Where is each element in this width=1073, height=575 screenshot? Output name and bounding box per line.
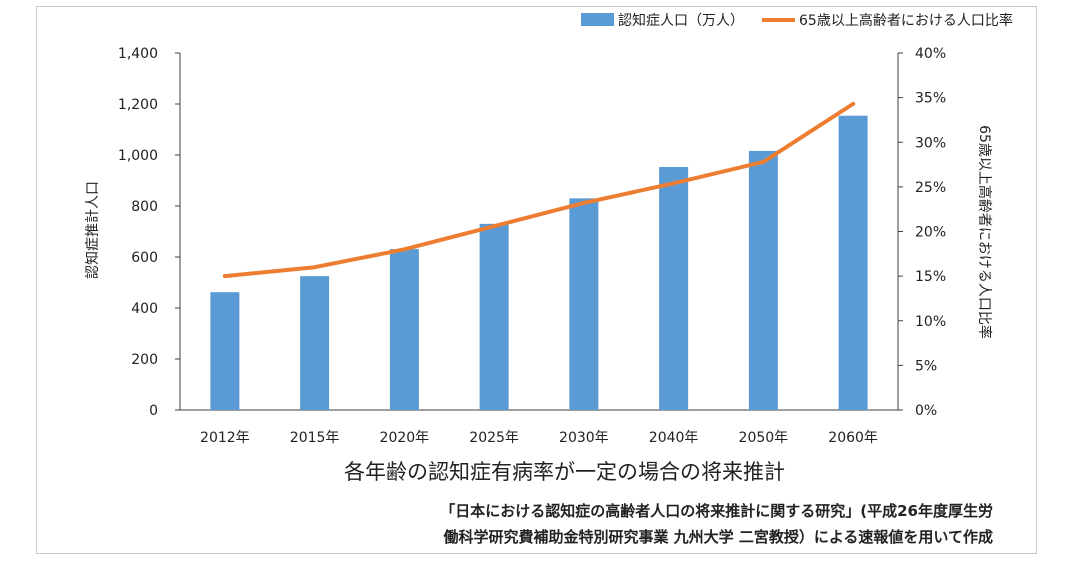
source-note-line-1: 「日本における認知症の高齢者人口の将来推計に関する研究」(平成26年度厚生労 — [440, 502, 993, 520]
bar-series — [210, 115, 868, 411]
x-tick-label: 2025年 — [469, 430, 519, 446]
line-point — [671, 181, 676, 186]
line-point — [222, 274, 227, 279]
right-tick-label: 15% — [915, 269, 946, 285]
legend-bar-swatch — [581, 13, 614, 26]
left-tick-label: 1,400 — [118, 46, 158, 62]
x-tick-label: 2020年 — [380, 430, 430, 446]
legend: 認知症人口（万人） 65歳以上高齢者における人口比率 — [581, 12, 1013, 29]
chart-frame — [36, 6, 1037, 554]
right-tick-label: 40% — [915, 46, 946, 62]
left-axis: 0 200 400 600 800 1,000 1,200 1,400 — [118, 46, 181, 419]
line-point — [761, 159, 766, 164]
x-tick-label: 2012年 — [200, 430, 250, 446]
line-point — [851, 101, 856, 106]
x-axis: 2012年 2015年 2020年 2025年 2030年 2040年 2050年 2060年 — [180, 409, 898, 446]
x-tick-label: 2015年 — [290, 430, 340, 446]
legend-bar-label: 認知症人口（万人） — [618, 12, 744, 29]
right-tick-label: 25% — [915, 180, 946, 196]
line-point — [492, 224, 497, 229]
right-tick-label: 30% — [915, 135, 946, 151]
x-tick-label: 2040年 — [649, 430, 699, 446]
bar — [389, 249, 419, 410]
source-note-line-2: 働科学研究費補助金特別研究事業 九州大学 二宮教授）による速報値を用いて作成 — [443, 528, 993, 546]
right-tick-label: 10% — [915, 314, 946, 330]
left-tick-label: 1,200 — [118, 97, 158, 113]
bar — [569, 198, 599, 410]
y2-axis-label: 65歳以上高齢者における人口比率 — [976, 125, 993, 339]
bar — [479, 223, 509, 410]
left-tick-label: 400 — [131, 301, 158, 317]
right-axis: 0% 5% 10% 15% 20% 25% 30% 35% 40% — [897, 46, 946, 419]
line-series — [222, 101, 856, 279]
line-point — [402, 247, 407, 252]
chart: 認知症人口（万人） 65歳以上高齢者における人口比率 0 200 400 600 800 1… — [84, 12, 1013, 446]
bar — [838, 115, 868, 410]
right-tick-label: 35% — [915, 91, 946, 107]
x-tick-label: 2060年 — [828, 430, 878, 446]
bar — [210, 292, 240, 410]
left-tick-label: 600 — [131, 250, 158, 266]
chart-subtitle: 各年齢の認知症有病率が一定の場合の将来推計 — [344, 460, 785, 484]
left-tick-label: 1,000 — [118, 148, 158, 164]
right-tick-label: 5% — [915, 358, 937, 374]
bar — [659, 166, 689, 410]
left-tick-label: 200 — [131, 352, 158, 368]
right-tick-label: 0% — [915, 403, 937, 419]
bar — [300, 276, 330, 410]
bar — [748, 150, 778, 411]
left-tick-label: 800 — [131, 199, 158, 215]
line-point — [581, 200, 586, 205]
x-tick-label: 2030年 — [559, 430, 609, 446]
left-tick-label: 0 — [149, 403, 158, 419]
x-tick-label: 2050年 — [739, 430, 789, 446]
right-tick-label: 20% — [915, 225, 946, 241]
ratio-line — [222, 101, 856, 279]
legend-line-label: 65歳以上高齢者における人口比率 — [799, 12, 1013, 29]
line-point — [312, 265, 317, 270]
y-axis-label: 認知症推計人口 — [84, 181, 101, 279]
